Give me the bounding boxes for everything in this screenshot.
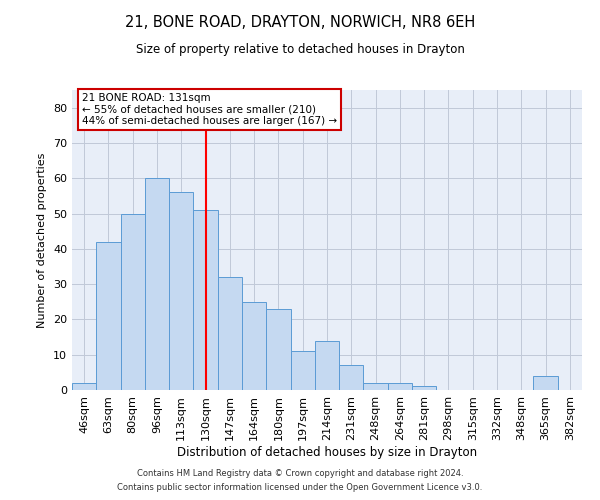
Bar (169, 192, 193, 390)
Y-axis label: Number of detached properties: Number of detached properties (37, 152, 47, 328)
Text: 21 BONE ROAD: 131sqm
← 55% of detached houses are smaller (210)
44% of semi-deta: 21 BONE ROAD: 131sqm ← 55% of detached h… (82, 93, 337, 126)
Bar (412, 386, 436, 390)
Bar (364, 383, 388, 390)
Bar (72, 383, 96, 390)
Bar (96, 242, 121, 390)
X-axis label: Distribution of detached houses by size in Drayton: Distribution of detached houses by size … (177, 446, 477, 458)
Text: Contains HM Land Registry data © Crown copyright and database right 2024.: Contains HM Land Registry data © Crown c… (137, 468, 463, 477)
Bar (121, 214, 145, 390)
Bar (339, 366, 364, 390)
Bar (242, 302, 266, 390)
Bar (290, 351, 315, 390)
Bar (193, 210, 218, 390)
Text: Size of property relative to detached houses in Drayton: Size of property relative to detached ho… (136, 42, 464, 56)
Bar (218, 277, 242, 390)
Text: Contains public sector information licensed under the Open Government Licence v3: Contains public sector information licen… (118, 484, 482, 492)
Bar (266, 309, 290, 390)
Bar (145, 178, 169, 390)
Bar (388, 383, 412, 390)
Bar (315, 340, 339, 390)
Bar (533, 376, 558, 390)
Text: 21, BONE ROAD, DRAYTON, NORWICH, NR8 6EH: 21, BONE ROAD, DRAYTON, NORWICH, NR8 6EH (125, 15, 475, 30)
